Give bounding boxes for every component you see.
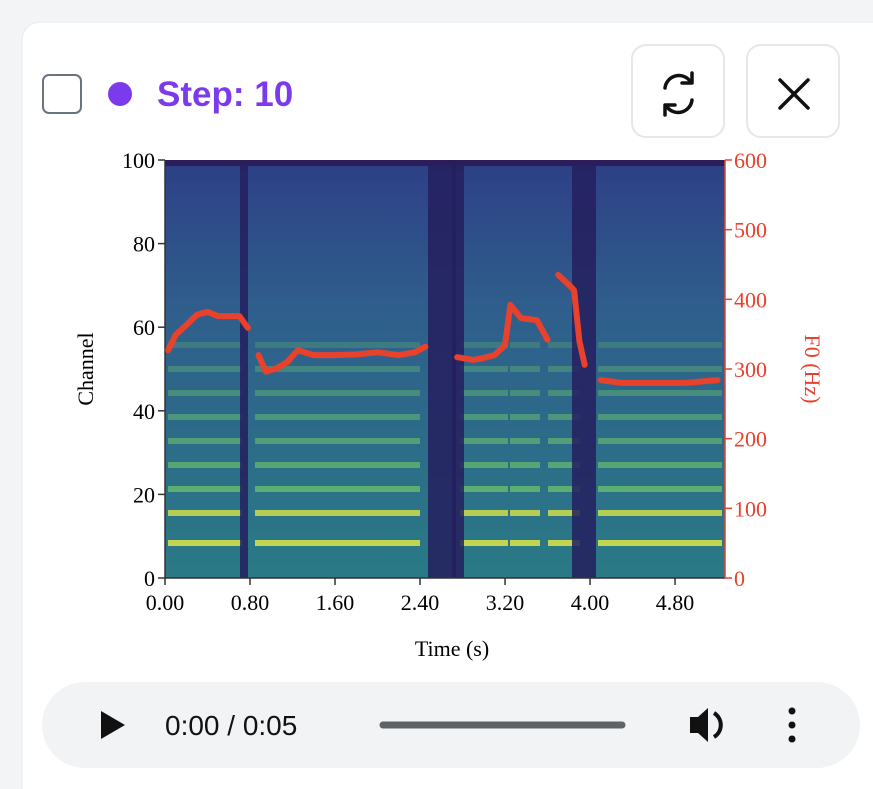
harmonic-band [548,366,580,372]
harmonic-band [510,540,540,546]
harmonic-band [460,510,508,516]
silence-stripe [428,160,456,578]
harmonic-band [255,438,420,444]
harmonic-band [548,438,580,444]
silence-stripe [452,160,464,578]
spectrogram-chart: Channel F0 (Hz) Time (s) 0 20 40 60 80 100 0 10… [73,148,825,661]
play-button[interactable] [101,711,125,739]
harmonic-band [255,390,420,396]
status-dot [108,82,132,106]
y-tick-label: 40 [133,399,155,424]
harmonic-band [255,342,420,348]
harmonic-band [168,462,242,468]
f0-line [165,271,721,386]
harmonic-band [168,438,242,444]
y-tick-label: 60 [133,315,155,340]
more-button[interactable] [788,707,796,743]
y-tick-label: 0 [144,566,155,591]
top-band [165,160,725,166]
harmonic-band [168,414,242,420]
harmonic-band [548,342,580,348]
x-tick-label: 4.80 [656,590,695,615]
harmonic-band [598,486,722,492]
harmonic-band [598,462,722,468]
harmonic-band [510,510,540,516]
checkbox[interactable] [42,74,82,114]
harmonic-band [598,414,722,420]
harmonic-band [255,540,420,546]
y2-tick-label: 500 [734,218,767,243]
spectrogram-texture [165,160,725,578]
harmonic-band [548,510,580,516]
harmonic-band [255,414,420,420]
volume-button[interactable] [690,708,723,742]
y-tick-label: 20 [133,482,155,507]
x-tick-label: 2.40 [401,590,440,615]
harmonic-band [168,390,242,396]
y2-tick-label: 100 [734,496,767,521]
harmonic-band [460,540,508,546]
harmonic-band [168,342,242,348]
harmonic-band [510,486,540,492]
harmonic-band [510,342,540,348]
harmonic-band [598,510,722,516]
audio-player: 0:00 / 0:05 [42,682,860,768]
silence-stripe [240,160,248,578]
harmonic-band [548,414,580,420]
harmonic-band [255,486,420,492]
audio-time: 0:00 / 0:05 [165,710,297,741]
harmonic-band [510,390,540,396]
y2-axis-label: F0 (Hz) [800,334,825,403]
harmonic-band [548,486,580,492]
harmonic-band [510,414,540,420]
harmonic-band [168,486,242,492]
harmonic-band [510,366,540,372]
harmonic-band [460,462,508,468]
x-tick-label: 0.00 [146,590,185,615]
harmonic-band [548,540,580,546]
harmonic-band [460,390,508,396]
harmonic-band [510,462,540,468]
harmonic-band [460,486,508,492]
y2-tick-label: 0 [734,566,745,591]
x-tick-label: 3.20 [486,590,525,615]
harmonic-band [460,342,508,348]
harmonic-band [460,366,508,372]
harmonic-band [255,510,420,516]
y-tick-label: 100 [122,148,155,173]
refresh-button[interactable] [631,44,725,138]
harmonic-band [255,366,420,372]
x-tick-label: 4.00 [571,590,610,615]
y2-tick-label: 600 [734,148,767,173]
y-axis-label: Channel [73,332,98,405]
step-label: Step: 10 [157,75,293,114]
silence-stripe [572,160,596,578]
y2-tick-label: 300 [734,357,767,382]
x-tick-label: 0.80 [231,590,270,615]
harmonic-band [168,510,242,516]
harmonic-band [598,342,722,348]
harmonic-band [548,390,580,396]
harmonic-band [168,540,242,546]
close-button[interactable] [746,44,840,138]
harmonic-band [460,438,508,444]
harmonic-band [598,438,722,444]
y2-tick-label: 200 [734,427,767,452]
harmonic-band [510,438,540,444]
harmonic-band [255,462,420,468]
y-tick-label: 80 [133,232,155,257]
harmonic-band [168,366,242,372]
harmonic-band [460,414,508,420]
y2-tick-label: 400 [734,287,767,312]
harmonic-band [598,366,722,372]
harmonic-band [548,462,580,468]
x-axis-label: Time (s) [415,636,489,661]
x-tick-label: 1.60 [316,590,355,615]
harmonic-band [598,390,722,396]
harmonic-band [598,540,722,546]
